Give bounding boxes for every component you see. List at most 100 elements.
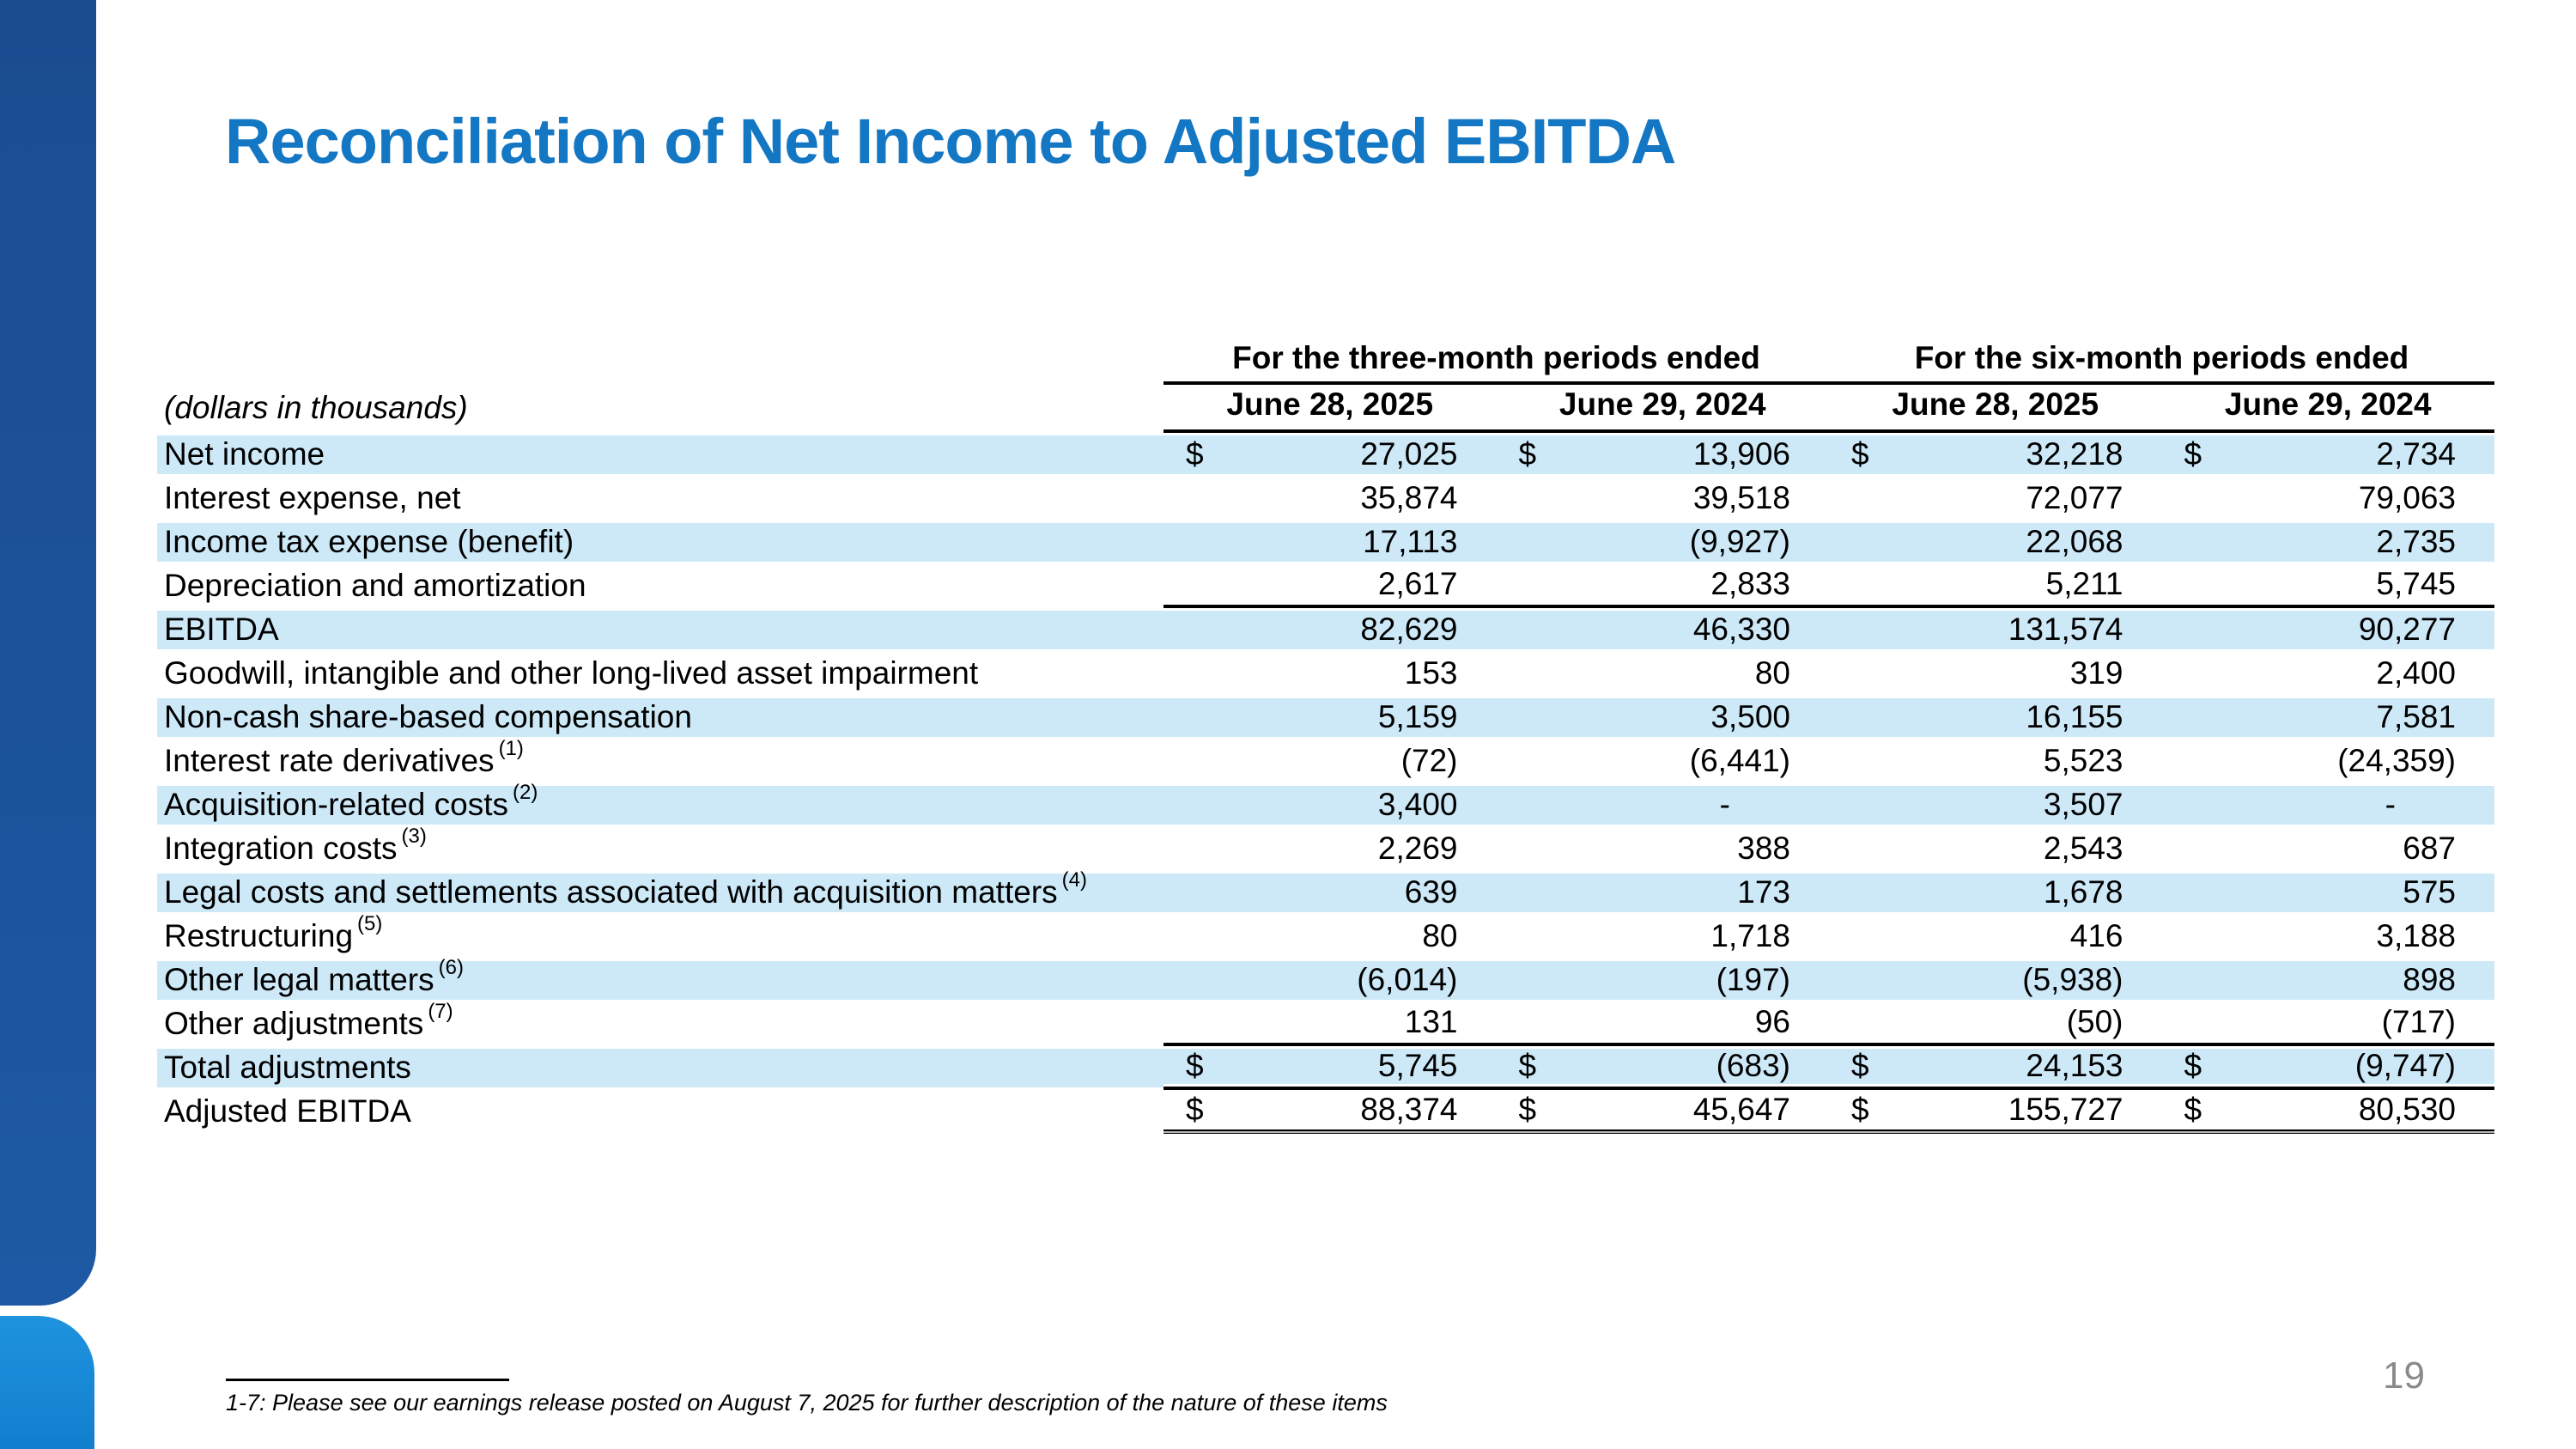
value: 687 xyxy=(2403,831,2456,867)
value: 5,745 xyxy=(1377,1048,1458,1084)
value-cell: $13,906 xyxy=(1496,433,1829,477)
value-cell: 46,330 xyxy=(1496,608,1829,652)
value: 575 xyxy=(2403,874,2456,910)
value: 173 xyxy=(1737,874,1790,910)
value-cell: 1,718 xyxy=(1497,915,1830,959)
value: 2,833 xyxy=(1710,566,1790,602)
sidebar-accent-bottom xyxy=(0,1316,94,1449)
group-header-six-month: For the six-month periods ended xyxy=(1829,335,2494,385)
value-cell: 17,113 xyxy=(1163,521,1497,564)
row-label: Legal costs and settlements associated w… xyxy=(157,868,1163,915)
footnote-text: 1-7: Please see our earnings release pos… xyxy=(226,1390,1388,1416)
footnote-ref: (5) xyxy=(357,912,383,936)
value-cell: 131 xyxy=(1163,1002,1497,1046)
value-cell: (9,927) xyxy=(1496,521,1829,564)
value-cell: 96 xyxy=(1496,1002,1829,1046)
value-cell: 3,188 xyxy=(2162,915,2495,959)
value: - xyxy=(1719,787,1730,823)
value: 96 xyxy=(1754,1004,1790,1040)
value: 16,155 xyxy=(2026,699,2123,735)
row-label: Restructuring (5) xyxy=(164,912,383,954)
footnote-ref: (2) xyxy=(513,781,538,805)
value: 639 xyxy=(1404,874,1458,910)
value-cell: (5,938) xyxy=(1829,959,2162,1002)
row-label: Goodwill, intangible and other long-live… xyxy=(164,655,979,691)
value: 5,159 xyxy=(1377,699,1458,735)
currency-symbol: $ xyxy=(1186,1048,1204,1084)
value: 2,617 xyxy=(1377,566,1458,602)
value-cell: $32,218 xyxy=(1829,433,2162,477)
value-cell: 35,874 xyxy=(1163,477,1497,521)
value: 39,518 xyxy=(1692,480,1790,516)
row-label: Income tax expense (benefit) xyxy=(157,521,1163,564)
value-cell: 898 xyxy=(2161,959,2494,1002)
value-cell: (24,359) xyxy=(2162,740,2495,783)
page-title: Reconciliation of Net Income to Adjusted… xyxy=(225,105,1676,177)
value: (683) xyxy=(1716,1048,1790,1084)
value: (9,747) xyxy=(2354,1048,2456,1084)
value-cell: 2,269 xyxy=(1163,827,1497,871)
value-cell: 2,735 xyxy=(2161,521,2494,564)
currency-symbol: $ xyxy=(1851,436,1869,472)
value-cell: 22,068 xyxy=(1829,521,2162,564)
value: 153 xyxy=(1404,655,1458,691)
value: (6,014) xyxy=(1357,962,1458,998)
value-cell: 2,400 xyxy=(2162,652,2495,696)
value-cell: 80 xyxy=(1163,915,1497,959)
footnote-ref: (7) xyxy=(428,1000,453,1024)
column-header-date: June 29, 2024 xyxy=(2161,385,2494,433)
row-label: Other adjustments (7) xyxy=(164,1000,453,1042)
value-cell: (72) xyxy=(1163,740,1497,783)
row-label: Depreciation and amortization xyxy=(164,568,586,604)
row-label: Net income xyxy=(157,433,1163,477)
value: 2,400 xyxy=(2376,655,2456,691)
value-cell: 3,500 xyxy=(1496,696,1829,740)
value: 2,734 xyxy=(2376,436,2456,472)
row-label: Adjusted EBITDA xyxy=(164,1093,411,1129)
sidebar-accent-top xyxy=(0,0,96,1306)
value-cell: 153 xyxy=(1163,652,1497,696)
value: (72) xyxy=(1400,743,1458,779)
currency-symbol: $ xyxy=(1518,1091,1537,1127)
value: 3,500 xyxy=(1710,699,1790,735)
value-cell: $80,530 xyxy=(2161,1090,2494,1134)
value: 155,727 xyxy=(2008,1091,2123,1127)
value: 5,211 xyxy=(2045,566,2123,602)
value-cell: 90,277 xyxy=(2161,608,2494,652)
value: 17,113 xyxy=(1363,524,1458,560)
value: 45,647 xyxy=(1692,1091,1790,1127)
value: (24,359) xyxy=(2337,743,2456,779)
value: 88,374 xyxy=(1360,1091,1458,1127)
value-cell: 5,159 xyxy=(1163,696,1497,740)
currency-symbol: $ xyxy=(2184,1091,2202,1127)
currency-symbol: $ xyxy=(1186,1091,1204,1127)
value: 2,269 xyxy=(1377,831,1458,867)
value-cell: 639 xyxy=(1163,871,1497,915)
value: 80 xyxy=(1754,655,1790,691)
value-cell: (50) xyxy=(1829,1002,2162,1046)
header-spacer xyxy=(157,335,1163,385)
group-header-three-month: For the three-month periods ended xyxy=(1163,335,1829,385)
value-cell: (6,441) xyxy=(1497,740,1830,783)
value: 79,063 xyxy=(2358,480,2456,516)
value: 72,077 xyxy=(2026,480,2123,516)
currency-symbol: $ xyxy=(1186,436,1204,472)
value: 27,025 xyxy=(1360,436,1458,472)
page-number: 19 xyxy=(2383,1355,2425,1397)
currency-symbol: $ xyxy=(2184,1048,2202,1084)
value: 1,718 xyxy=(1710,918,1790,954)
units-label: (dollars in thousands) xyxy=(164,390,468,426)
value-cell: 16,155 xyxy=(1829,696,2162,740)
footnote-ref: (6) xyxy=(438,956,464,980)
value-cell: 80 xyxy=(1497,652,1830,696)
value-cell: (197) xyxy=(1496,959,1829,1002)
row-label: Interest rate derivatives (1) xyxy=(164,737,524,779)
value-cell: $45,647 xyxy=(1496,1090,1829,1134)
value-cell: 5,211 xyxy=(1829,564,2162,608)
value: (9,927) xyxy=(1689,524,1790,560)
column-header-date: June 28, 2025 xyxy=(1163,385,1497,433)
value-cell: 5,745 xyxy=(2161,564,2494,608)
value: 416 xyxy=(2069,918,2123,954)
value: 2,735 xyxy=(2376,524,2456,560)
value: 898 xyxy=(2403,962,2456,998)
